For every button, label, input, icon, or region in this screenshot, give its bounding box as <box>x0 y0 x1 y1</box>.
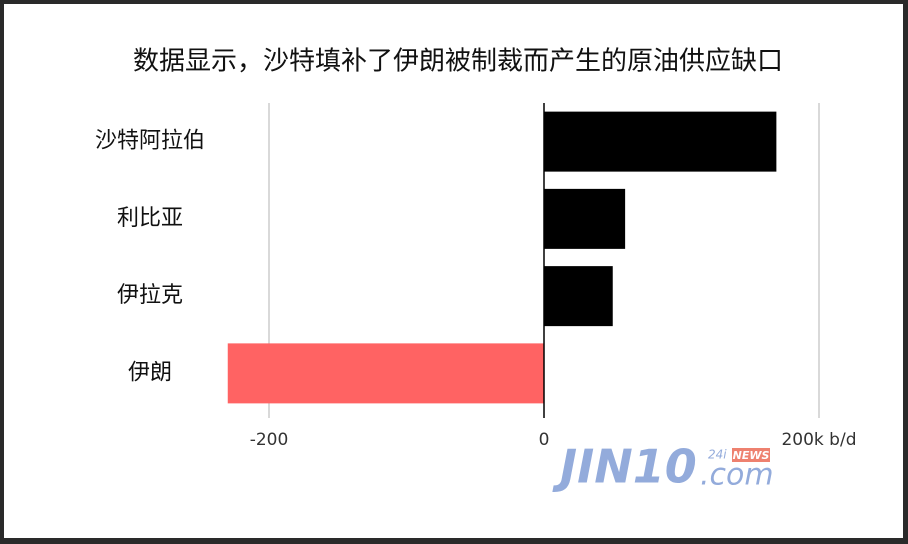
watermark-domain: .com <box>700 458 774 493</box>
chart-title: 数据显示，沙特填补了伊朗被制裁而产生的原油供应缺口 <box>133 47 783 77</box>
bar <box>544 266 613 327</box>
bar <box>544 111 777 172</box>
y-tick-label: 利比亚 <box>117 206 183 231</box>
watermark-tag: NEWS <box>733 449 770 462</box>
watermark-badge <box>732 448 770 462</box>
watermark-prefix: 24i <box>708 448 727 462</box>
watermark-brand: JIN10 <box>552 440 697 494</box>
bar <box>544 188 626 249</box>
bar <box>227 343 544 404</box>
x-tick-label: -200 <box>250 430 289 450</box>
y-tick-label: 伊朗 <box>128 360 172 385</box>
x-tick-label: 200k b/d <box>781 430 856 450</box>
x-tick-label: 0 <box>539 430 550 450</box>
watermark: JIN10 .com 24i NEWS <box>552 440 774 494</box>
y-tick-label: 沙特阿拉伯 <box>95 129 205 154</box>
y-tick-label: 伊拉克 <box>117 283 183 308</box>
